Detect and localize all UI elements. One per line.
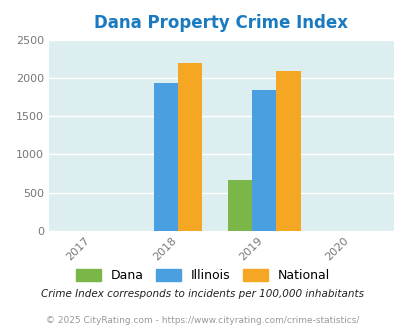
Bar [252, 90, 276, 231]
Title: Dana Property Crime Index: Dana Property Crime Index [94, 15, 347, 32]
Text: © 2025 CityRating.com - https://www.cityrating.com/crime-statistics/: © 2025 CityRating.com - https://www.city… [46, 316, 359, 325]
Bar [178, 63, 202, 231]
Legend: Dana, Illinois, National: Dana, Illinois, National [70, 264, 335, 287]
Bar [276, 71, 300, 231]
Bar [228, 181, 252, 231]
Bar [153, 83, 178, 231]
Text: Crime Index corresponds to incidents per 100,000 inhabitants: Crime Index corresponds to incidents per… [41, 289, 364, 299]
